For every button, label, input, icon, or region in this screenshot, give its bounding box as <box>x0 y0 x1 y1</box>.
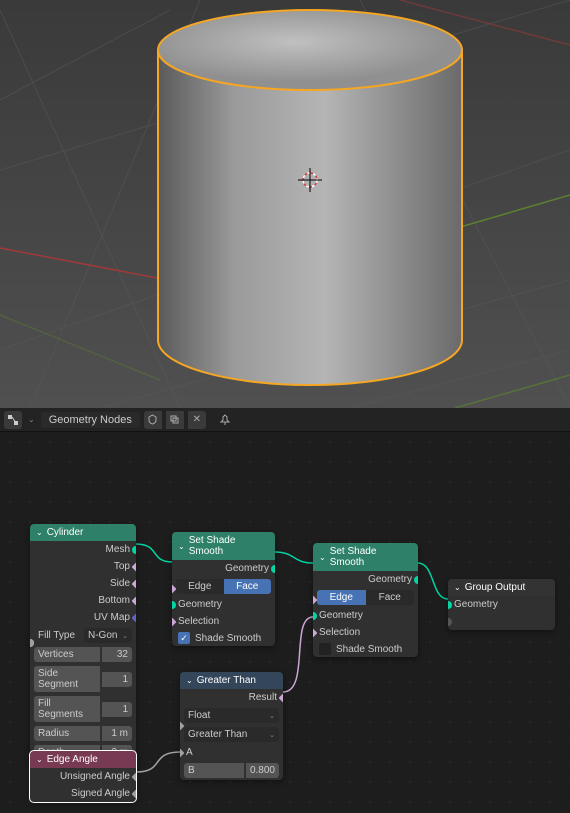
socket-label: Selection <box>178 616 219 627</box>
nodes-canvas[interactable]: ⌄ Cylinder Mesh Top Side Bottom UV Map Fi… <box>0 432 570 813</box>
radius-field[interactable]: Radius <box>34 726 100 741</box>
op-select[interactable]: Greater Than⌄ <box>184 727 279 742</box>
socket-label: A <box>186 747 193 758</box>
node-title: Cylinder <box>47 527 84 538</box>
socket-label: Geometry <box>178 599 222 610</box>
shade-smooth-checkbox[interactable]: ✓ <box>178 632 190 644</box>
node-set-shade-smooth-2[interactable]: ⌄ Set Shade Smooth Geometry EdgeFace Geom… <box>313 543 418 657</box>
node-title: Greater Than <box>197 675 256 686</box>
toggle-edge[interactable]: Edge <box>176 579 224 594</box>
socket-label: Shade Smooth <box>195 633 261 644</box>
socket-label: Result <box>249 692 277 703</box>
geometry-nodes-editor: ⌄ Geometry Nodes ✕ ⌄ Cylinder Mesh Top Si… <box>0 408 570 813</box>
editor-header: ⌄ Geometry Nodes ✕ <box>0 408 570 432</box>
unlink-button[interactable]: ✕ <box>188 411 206 429</box>
chevron-down-icon: ⌄ <box>36 528 43 537</box>
shade-smooth-checkbox[interactable] <box>319 643 331 655</box>
toggle-face[interactable]: Face <box>366 590 415 605</box>
toggle-face[interactable]: Face <box>224 579 272 594</box>
nodetree-name[interactable]: Geometry Nodes <box>41 412 140 428</box>
pin-button[interactable] <box>216 411 234 429</box>
type-select[interactable]: Float⌄ <box>184 708 279 723</box>
node-title: Set Shade Smooth <box>330 546 412 568</box>
socket-label: Mesh <box>106 544 130 555</box>
duplicate-button[interactable] <box>166 411 184 429</box>
viewport-3d[interactable] <box>0 0 570 408</box>
node-title: Group Output <box>465 582 526 593</box>
toggle-edge[interactable]: Edge <box>317 590 366 605</box>
chevron-down-icon: ⌄ <box>186 676 193 685</box>
node-cylinder[interactable]: ⌄ Cylinder Mesh Top Side Bottom UV Map Fi… <box>30 524 136 762</box>
chevron-down-icon[interactable]: ⌄ <box>26 415 37 424</box>
fill-type-select[interactable]: N-Gon⌄ <box>84 628 132 643</box>
node-greater-than[interactable]: ⌄ Greater Than Result Float⌄ Greater Than… <box>180 672 283 780</box>
chevron-down-icon: ⌄ <box>178 542 185 551</box>
node-edge-angle[interactable]: ⌄ Edge Angle Unsigned Angle Signed Angle <box>30 751 136 802</box>
socket-label: Geometry <box>319 610 363 621</box>
b-field[interactable]: B <box>184 763 244 778</box>
chevron-down-icon: ⌄ <box>454 583 461 592</box>
cylinder-mesh <box>158 10 462 385</box>
fake-user-button[interactable] <box>144 411 162 429</box>
fill-seg-field[interactable]: Fill Segments <box>34 696 100 722</box>
side-seg-field[interactable]: Side Segment <box>34 666 100 692</box>
socket-label: Geometry <box>454 599 498 610</box>
socket-label: Geometry <box>368 574 412 585</box>
socket-label: Shade Smooth <box>336 644 402 655</box>
editor-type-icon[interactable] <box>4 411 22 429</box>
socket-label: Bottom <box>98 595 130 606</box>
socket-label: Signed Angle <box>71 788 130 799</box>
node-title: Set Shade Smooth <box>189 535 269 557</box>
vertices-field[interactable]: Vertices <box>34 647 100 662</box>
socket-label: UV Map <box>94 612 130 623</box>
node-title: Edge Angle <box>47 754 98 765</box>
chevron-down-icon: ⌄ <box>36 755 43 764</box>
prop-label: Fill Type <box>34 628 82 643</box>
socket-label: Geometry <box>225 563 269 574</box>
socket-label: Selection <box>319 627 360 638</box>
node-group-output[interactable]: ⌄ Group Output Geometry <box>448 579 555 630</box>
socket-label: Top <box>114 561 130 572</box>
chevron-down-icon: ⌄ <box>319 553 326 562</box>
socket-label: Side <box>110 578 130 589</box>
node-set-shade-smooth-1[interactable]: ⌄ Set Shade Smooth Geometry EdgeFace Geom… <box>172 532 275 646</box>
socket-label: Unsigned Angle <box>60 771 130 782</box>
